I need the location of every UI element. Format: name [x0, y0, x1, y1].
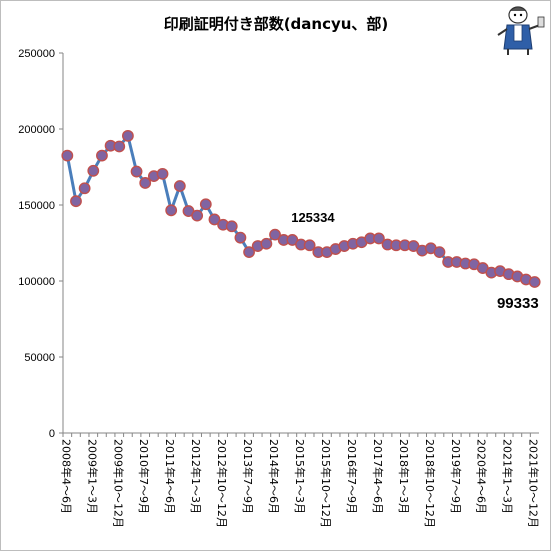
data-point: [433, 246, 446, 259]
data-point: [199, 198, 212, 211]
data-point: [165, 204, 178, 217]
y-tick-label: 50000: [24, 352, 55, 364]
annotation-value: 125334: [291, 210, 335, 225]
x-tick-label: 2020年4～6月: [475, 439, 489, 514]
y-tick-label: 100000: [18, 276, 55, 288]
y-tick-label: 150000: [18, 200, 55, 212]
x-tick-label: 2015年10～12月: [319, 439, 333, 528]
x-tick-label: 2018年10～12月: [423, 439, 437, 528]
data-point: [61, 149, 74, 162]
data-point: [139, 177, 152, 189]
data-point: [130, 165, 143, 178]
x-tick-label: 2017年4～6月: [371, 439, 385, 514]
y-tick-label: 0: [49, 428, 55, 440]
chart-title: 印刷証明付き部数(dancyu、部): [164, 15, 389, 33]
data-point: [234, 231, 247, 244]
data-point: [208, 213, 221, 226]
x-tick-label: 2009年10～12月: [111, 439, 125, 528]
data-point: [225, 220, 238, 233]
annotation-last-value: 99333: [497, 295, 539, 312]
x-tick-label: 2015年1～3月: [293, 439, 307, 514]
x-tick-label: 2011年4～6月: [163, 439, 177, 514]
x-axis: 2008年4～6月 2009年1～3月 2009年10～12月 2010年7～9月 20…: [59, 432, 541, 528]
x-tick-label: 2008年4～6月: [59, 439, 73, 514]
x-tick-label: 2013年7～9月: [241, 439, 255, 514]
data-point: [303, 239, 316, 252]
y-tick-label: 200000: [18, 124, 55, 136]
data-point: [78, 182, 91, 195]
x-tick-label: 2010年7～9月: [137, 439, 151, 514]
y-tick-label: 250000: [18, 48, 55, 60]
series-line-group: [61, 129, 541, 288]
data-point: [113, 140, 126, 153]
data-point: [372, 232, 385, 245]
x-tick-label: 2019年7～9月: [449, 439, 463, 514]
data-point: [243, 246, 255, 259]
x-tick-label: 2009年1～3月: [85, 439, 99, 514]
data-point: [528, 276, 541, 288]
data-point: [260, 237, 273, 250]
annotations-group: 125334 99333: [291, 210, 538, 312]
data-point: [70, 195, 82, 208]
data-point: [96, 149, 108, 162]
data-point: [269, 228, 281, 241]
x-tick-label: 2012年1～3月: [189, 439, 203, 514]
x-tick-label: 2014年4～6月: [267, 439, 281, 514]
data-point: [87, 164, 100, 177]
y-axis: 0 50000 100000 150000 200000 250000: [18, 48, 64, 440]
data-point: [122, 129, 134, 142]
x-tick-label: 2018年1～3月: [397, 439, 411, 514]
data-point: [156, 167, 169, 180]
x-tick-label: 2016年7～9月: [345, 439, 359, 514]
x-tick-label: 2021年10～12月: [527, 439, 541, 528]
x-tick-label: 2021年1～3月: [501, 439, 515, 514]
data-point: [173, 180, 186, 192]
data-point: [191, 209, 204, 222]
x-tick-label: 2012年10～12月: [215, 439, 229, 528]
mascot-illustration: [497, 6, 545, 55]
